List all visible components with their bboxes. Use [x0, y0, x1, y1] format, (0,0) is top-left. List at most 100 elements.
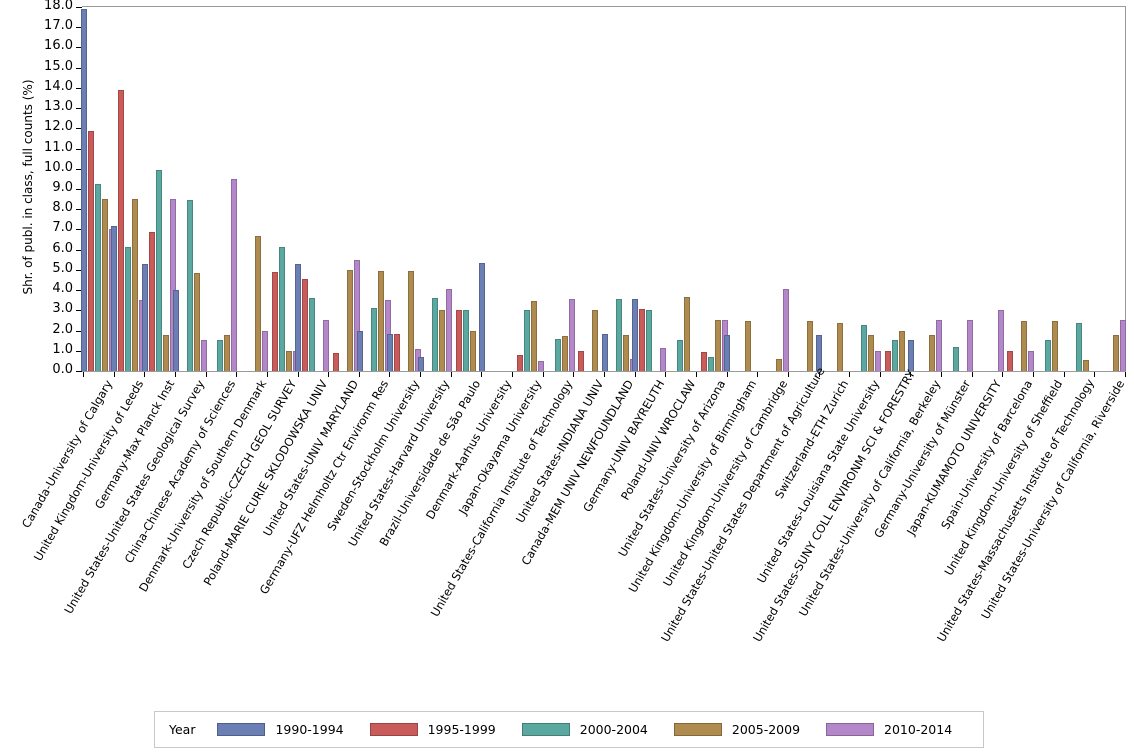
bar — [745, 321, 752, 371]
bar-group — [571, 7, 606, 371]
legend-swatch — [673, 723, 722, 736]
y-tick-label: 5.0 — [52, 260, 73, 276]
x-tick-mark — [512, 372, 513, 377]
legend-swatch — [521, 723, 570, 736]
bar — [302, 279, 309, 371]
bar — [884, 350, 891, 371]
x-tick-mark — [83, 372, 84, 377]
x-tick-mark — [543, 372, 544, 377]
bar — [224, 334, 231, 371]
bar — [262, 330, 269, 371]
bar — [816, 334, 823, 371]
bar-group — [541, 7, 576, 371]
x-tick-mark — [175, 372, 176, 377]
x-tick-mark — [328, 372, 329, 377]
y-tick-mark — [76, 148, 82, 150]
y-axis-ticks: 0.0 1.0 2.0 3.0 4.0 5.0 6.0 7.0 8.0 9.0 10.0 11.0 12… — [0, 0, 82, 378]
bar — [394, 333, 401, 371]
x-tick-mark — [481, 372, 482, 377]
x-tick-mark — [880, 372, 881, 377]
bar-group — [510, 7, 545, 371]
bar — [193, 272, 200, 371]
bar-group — [326, 7, 361, 371]
legend-item[interactable]: 1995-1999 — [369, 722, 496, 737]
bar-group — [724, 7, 759, 371]
bar — [356, 330, 363, 371]
x-tick-mark — [236, 372, 237, 377]
bar — [783, 289, 790, 371]
y-tick-label: 2.0 — [52, 321, 73, 337]
bar-group — [663, 7, 698, 371]
bar — [936, 320, 943, 371]
legend-item[interactable]: 2000-2004 — [521, 722, 648, 737]
bar-group — [449, 7, 484, 371]
legend-title: Year — [169, 722, 196, 737]
bar — [806, 321, 813, 371]
bar — [111, 226, 118, 371]
bar — [523, 310, 530, 371]
bar — [966, 320, 973, 371]
legend: Year 1990-1994 1995-1999 2000-2004 2005-200… — [154, 711, 984, 748]
y-tick-mark — [76, 269, 82, 271]
bar — [309, 298, 316, 371]
bar — [578, 350, 585, 371]
bar — [118, 89, 125, 371]
bar — [861, 324, 867, 371]
x-tick-mark — [1002, 372, 1003, 377]
y-tick-mark — [76, 249, 82, 251]
bar-group — [1062, 7, 1097, 371]
bar-group — [755, 7, 790, 371]
bar-group — [295, 7, 330, 371]
bar — [101, 199, 108, 371]
x-axis-ticks — [83, 372, 1126, 377]
bar-group — [786, 7, 821, 371]
x-tick-mark — [849, 372, 850, 377]
y-tick-mark — [76, 330, 82, 332]
bar — [875, 350, 881, 371]
bar — [837, 323, 844, 371]
legend-item[interactable]: 2010-2014 — [826, 722, 952, 737]
bar — [724, 334, 731, 371]
y-tick-label: 11.0 — [44, 139, 73, 155]
legend-item[interactable]: 2005-2009 — [673, 722, 800, 737]
bar — [217, 339, 224, 371]
bar — [323, 320, 330, 371]
bar — [1120, 320, 1127, 371]
bar — [278, 246, 285, 371]
x-tick-mark — [206, 372, 207, 377]
bar-group — [1000, 7, 1035, 371]
bar — [1044, 339, 1051, 371]
bar — [554, 338, 561, 371]
bar — [952, 346, 959, 371]
bar-group — [939, 7, 974, 371]
bar — [700, 351, 707, 371]
legend-item[interactable]: 1990-1994 — [217, 722, 344, 737]
y-tick-label: 17.0 — [44, 18, 73, 34]
x-tick-mark — [420, 372, 421, 377]
x-tick-mark — [819, 372, 820, 377]
bars-area — [80, 7, 1127, 371]
bar — [1075, 323, 1082, 371]
bar — [561, 335, 568, 371]
bar — [479, 262, 486, 371]
y-tick-label: 7.0 — [52, 220, 73, 236]
bar-group — [417, 7, 453, 371]
y-tick-label: 10.0 — [44, 159, 73, 175]
bar — [94, 183, 101, 371]
bar — [347, 269, 353, 371]
bar — [1113, 334, 1120, 371]
bar — [568, 299, 575, 371]
y-tick-mark — [76, 27, 82, 29]
bar — [530, 301, 537, 371]
bar — [929, 334, 936, 371]
y-tick-mark — [76, 7, 82, 8]
bar — [516, 354, 523, 371]
bar-group — [1031, 7, 1066, 371]
x-tick-mark — [757, 372, 758, 377]
x-tick-mark — [727, 372, 728, 377]
bar-group — [878, 7, 913, 371]
legend-swatch — [369, 723, 418, 736]
y-tick-mark — [76, 128, 82, 130]
bar — [387, 333, 394, 371]
bar — [677, 339, 684, 371]
